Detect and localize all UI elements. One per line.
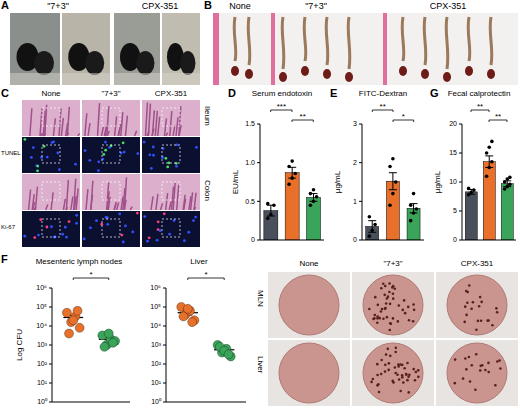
html-text:FITC-Dextran: FITC-Dextran (358, 89, 408, 98)
html-text:Liver: Liver (256, 356, 265, 374)
html-text:CPX-351: CPX-351 (154, 89, 188, 98)
svg-text:***: *** (277, 102, 286, 111)
svg-text:10⁵: 10⁵ (150, 303, 161, 310)
svg-text:1.5: 1.5 (245, 120, 255, 127)
svg-text:0: 0 (353, 236, 357, 243)
svg-text:20: 20 (449, 120, 457, 127)
svg-text:10⁶: 10⁶ (150, 284, 161, 291)
svg-text:5: 5 (453, 207, 457, 214)
svg-text:10³: 10³ (37, 341, 48, 348)
svg-text:**: ** (300, 112, 306, 121)
html-text:CPX-351: CPX-351 (429, 1, 467, 11)
html-text:Ki-67: Ki-67 (1, 224, 15, 230)
svg-text:0.5: 0.5 (245, 198, 255, 205)
svg-text:EU/mL: EU/mL (231, 169, 240, 194)
html-text:F: F (1, 253, 8, 265)
svg-text:µg/mL: µg/mL (333, 170, 342, 193)
html-text:TUNEL: TUNEL (1, 150, 21, 156)
html-text:G: G (430, 87, 439, 99)
svg-text:10²: 10² (151, 360, 162, 367)
svg-text:*: * (402, 112, 405, 121)
html-text:Liver: Liver (190, 257, 208, 266)
svg-text:**: ** (380, 102, 386, 111)
svg-text:0: 0 (453, 236, 457, 243)
svg-text:**: ** (495, 112, 501, 121)
svg-text:0: 0 (251, 236, 255, 243)
svg-text:10¹: 10¹ (151, 379, 162, 386)
svg-text:1.0: 1.0 (245, 159, 255, 166)
html-text:Serum endotoxin: Serum endotoxin (251, 89, 313, 98)
svg-text:15: 15 (449, 149, 457, 156)
svg-text:*: * (89, 270, 92, 279)
html-text:E: E (330, 87, 338, 99)
svg-text:Log CFU: Log CFU (15, 329, 24, 361)
html-text:Colon: Colon (203, 180, 212, 201)
svg-text:10²: 10² (37, 360, 48, 367)
html-text:None: None (299, 259, 319, 268)
html-text:Mesenteric lymph nodes: Mesenteric lymph nodes (35, 257, 123, 266)
html-text:D: D (228, 87, 236, 99)
svg-text:µg/mL: µg/mL (433, 170, 442, 193)
html-text:Ileum: Ileum (203, 106, 212, 126)
svg-text:10: 10 (449, 178, 457, 185)
html-text:None: None (229, 1, 251, 11)
svg-text:10⁰: 10⁰ (37, 398, 48, 405)
html-text:B: B (204, 0, 212, 11)
svg-text:1: 1 (353, 198, 357, 205)
svg-text:10⁵: 10⁵ (36, 303, 47, 310)
svg-text:3: 3 (353, 120, 357, 127)
html-text:C: C (1, 87, 9, 99)
svg-text:10⁶: 10⁶ (36, 284, 47, 291)
svg-text:10¹: 10¹ (37, 379, 48, 386)
html-text:MLN: MLN (256, 290, 265, 307)
html-text:A: A (1, 0, 9, 11)
svg-text:10⁴: 10⁴ (36, 322, 47, 329)
svg-text:10³: 10³ (151, 341, 162, 348)
svg-text:2: 2 (353, 159, 357, 166)
html-text:Fecal calprotectin: Fecal calprotectin (447, 89, 511, 98)
svg-text:*: * (204, 270, 207, 279)
svg-text:10⁴: 10⁴ (150, 322, 161, 329)
svg-text:**: ** (477, 102, 483, 111)
html-text:"7+3": "7+3" (305, 1, 327, 11)
html-text:"7+3": "7+3" (47, 1, 69, 11)
html-text:None: None (41, 89, 61, 98)
html-text:CPX-351: CPX-351 (141, 1, 179, 11)
html-text:"7+3": "7+3" (383, 259, 403, 268)
html-text:"7+3": "7+3" (101, 89, 121, 98)
html-text:CPX-351: CPX-351 (460, 259, 494, 268)
svg-text:10⁰: 10⁰ (151, 398, 162, 405)
